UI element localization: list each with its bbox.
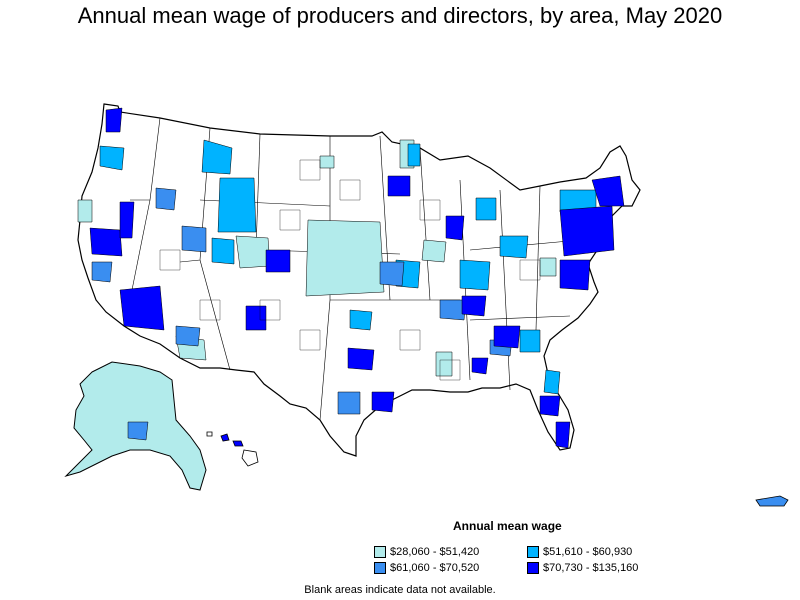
legend-label-4: $70,730 - $135,160 [543,562,639,574]
legend-label-3: $61,060 - $70,520 [390,562,480,574]
legend-title: Annual mean wage [453,519,562,533]
legend-label-1: $28,060 - $51,420 [390,546,480,558]
regions-light [77,139,557,377]
legend-swatch-1 [374,546,386,558]
legend-item-4: $70,730 - $135,160 [527,561,638,575]
legend-item-2: $51,610 - $60,930 [527,545,632,559]
legend-swatch-3 [374,562,386,574]
regions-high [89,107,625,449]
legend-label-2: $51,610 - $60,930 [543,546,633,558]
legend-swatch-2 [527,546,539,558]
legend-item-3: $61,060 - $70,520 [374,561,479,575]
data-note: Blank areas indicate data not available. [304,584,496,596]
puerto-rico [755,495,789,507]
county-outlines [159,159,541,381]
legend-item-1: $28,060 - $51,420 [374,545,479,559]
regions-upper-mid [91,187,513,441]
map-title: Annual mean wage of producers and direct… [77,3,723,28]
legend-swatch-4 [527,562,539,574]
hawaii [206,431,259,467]
